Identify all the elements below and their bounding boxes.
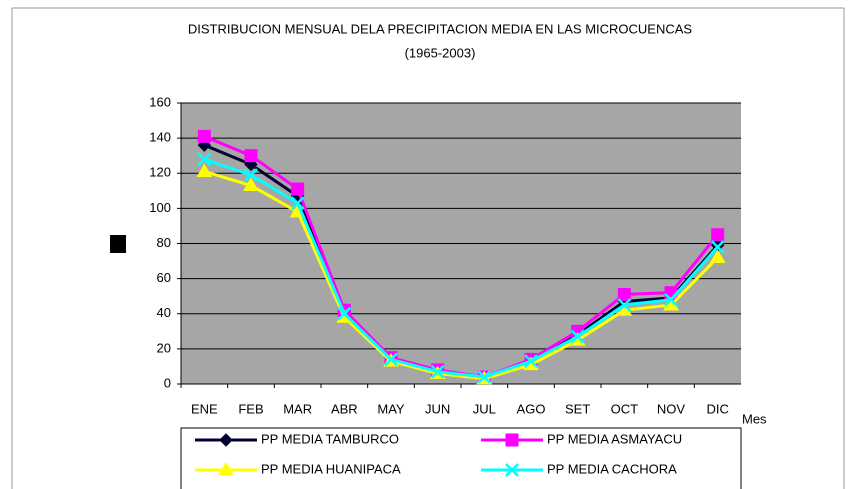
legend	[180, 427, 742, 489]
data-point	[711, 228, 725, 242]
y-tick-label: 140	[149, 130, 171, 145]
data-point	[197, 129, 211, 143]
legend-marker	[218, 462, 234, 476]
x-tick-label: JUL	[473, 401, 496, 416]
x-tick-label: MAY	[377, 401, 405, 416]
y-label-block	[110, 235, 126, 253]
data-point	[337, 306, 352, 321]
chart-title: DISTRIBUCION MENSUAL DELA PRECIPITACION …	[188, 21, 693, 36]
legend-label: PP MEDIA ASMAYACU	[547, 431, 682, 446]
data-point	[384, 352, 398, 367]
legend-label: PP MEDIA HUANIPACA	[261, 461, 401, 476]
data-point	[197, 152, 212, 167]
y-tick-label: 40	[157, 305, 171, 320]
data-point	[244, 149, 258, 163]
x-tick-label: FEB	[238, 401, 263, 416]
data-point	[524, 354, 538, 369]
x-tick-label: OCT	[611, 401, 639, 416]
y-tick-label: 160	[149, 94, 171, 109]
x-tick-label: SET	[565, 401, 590, 416]
legend-marker	[505, 463, 519, 477]
x-tick-label: JUN	[425, 401, 450, 416]
x-tick-label: AGO	[517, 401, 546, 416]
x-axis-label: Mes	[742, 411, 767, 426]
series-line	[203, 170, 719, 381]
data-point	[196, 163, 213, 177]
data-point	[430, 364, 445, 379]
y-tick-label: 100	[149, 200, 171, 215]
x-tick-label: ABR	[331, 401, 358, 416]
data-point	[709, 249, 726, 264]
data-point	[710, 240, 725, 254]
data-point	[664, 292, 678, 307]
data-point	[617, 298, 632, 312]
y-tick-label: 120	[149, 165, 171, 180]
y-tick-label: 60	[157, 270, 171, 285]
x-tick-label: NOV	[657, 401, 686, 416]
legend-label: PP MEDIA TAMBURCO	[261, 431, 399, 446]
x-tick-label: DIC	[706, 401, 728, 416]
legend-marker	[505, 433, 519, 447]
data-point	[243, 177, 259, 192]
data-point	[477, 370, 492, 384]
data-point	[291, 182, 305, 196]
x-tick-label: ENE	[191, 401, 218, 416]
data-point	[290, 196, 305, 210]
data-point	[617, 287, 631, 301]
data-point	[570, 329, 585, 344]
y-tick-label: 20	[157, 340, 171, 355]
legend-marker	[219, 433, 233, 447]
series-line	[203, 157, 719, 379]
y-tick-label: 0	[164, 375, 171, 390]
legend-label: PP MEDIA CACHORA	[547, 461, 677, 476]
x-tick-label: MAR	[283, 401, 312, 416]
y-tick-label: 80	[157, 235, 171, 250]
chart-subtitle: (1965-2003)	[405, 45, 476, 60]
data-point	[244, 168, 258, 182]
